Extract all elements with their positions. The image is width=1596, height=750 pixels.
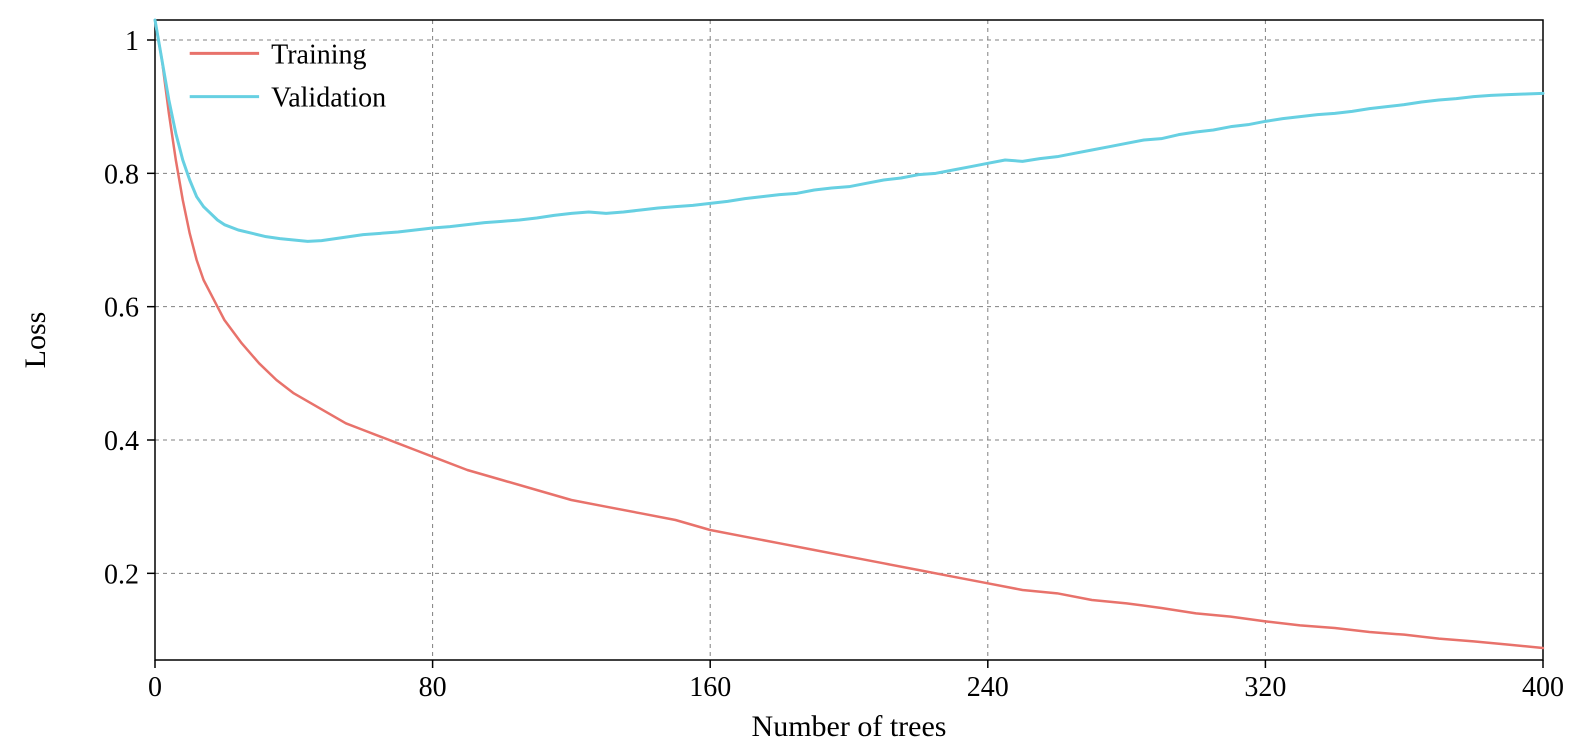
y-axis-label: Loss	[19, 312, 52, 369]
y-tick-label: 0.2	[104, 559, 139, 590]
loss-chart: 0 80 160 240 320 400 0.2 0.4 0.6 0.8 1 Number of tr…	[0, 0, 1596, 750]
x-tick-label: 0	[148, 672, 162, 703]
x-tick-label: 400	[1522, 672, 1564, 703]
x-tick-label: 80	[419, 672, 447, 703]
y-tick-label: 0.4	[104, 426, 139, 457]
legend-label: Training	[271, 39, 366, 70]
y-tick-label: 0.6	[104, 293, 139, 324]
legend-label: Validation	[271, 83, 386, 114]
y-tick-label: 1	[125, 26, 139, 57]
y-tick-label: 0.8	[104, 159, 139, 190]
x-tick-label: 160	[689, 672, 731, 703]
chart-svg: 0 80 160 240 320 400 0.2 0.4 0.6 0.8 1 Number of tr…	[0, 0, 1596, 750]
x-axis-label: Number of trees	[752, 710, 947, 743]
x-tick-label: 320	[1244, 672, 1286, 703]
x-tick-label: 240	[967, 672, 1009, 703]
